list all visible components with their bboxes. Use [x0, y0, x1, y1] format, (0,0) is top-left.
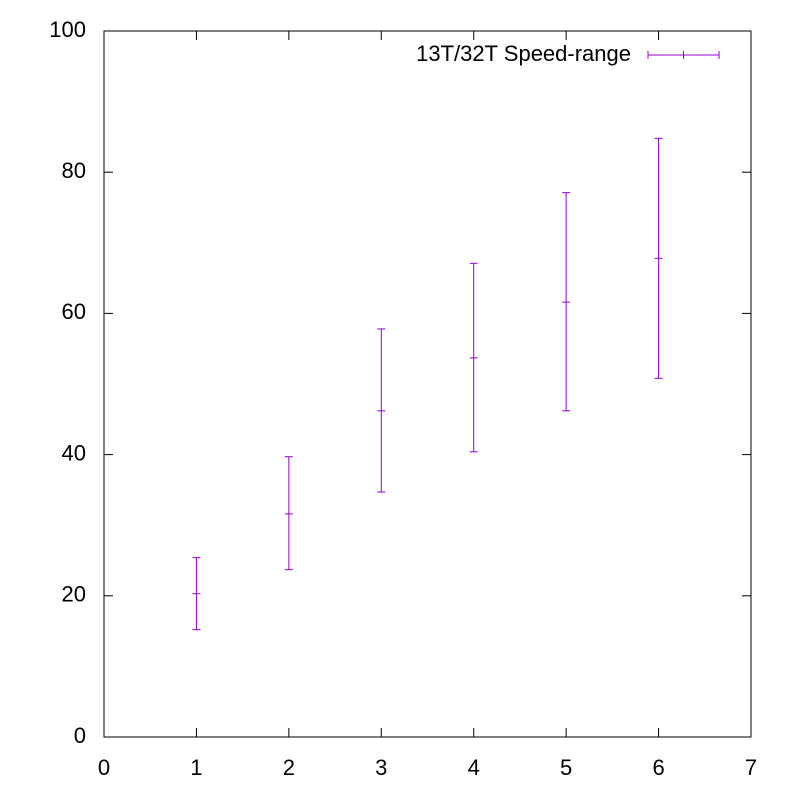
x-tick-label: 5 — [560, 755, 572, 780]
x-tick-label: 6 — [652, 755, 664, 780]
x-tick-label: 4 — [468, 755, 480, 780]
x-tick-label: 1 — [190, 755, 202, 780]
x-tick-label: 3 — [375, 755, 387, 780]
x-tick-label: 7 — [745, 755, 757, 780]
y-tick-label: 100 — [49, 17, 86, 42]
y-tick-label: 0 — [74, 723, 86, 748]
y-tick-label: 60 — [62, 299, 86, 324]
legend-label: 13T/32T Speed-range — [416, 41, 631, 66]
y-tick-label: 80 — [62, 158, 86, 183]
y-tick-label: 20 — [62, 582, 86, 607]
x-tick-label: 2 — [283, 755, 295, 780]
x-tick-label: 0 — [98, 755, 110, 780]
plot-frame — [103, 30, 752, 738]
y-tick-label: 40 — [62, 440, 86, 465]
